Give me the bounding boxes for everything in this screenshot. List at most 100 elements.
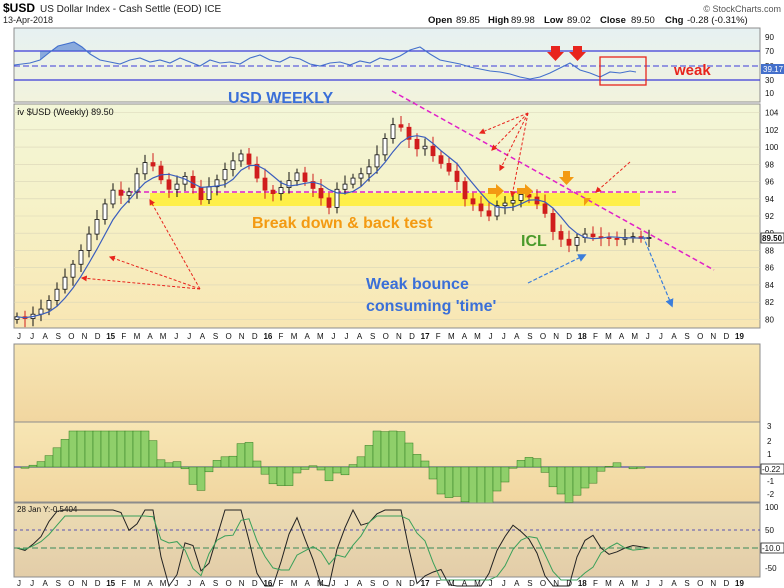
osc-tick-label: -50 <box>765 564 777 573</box>
macd-bar <box>292 466 302 474</box>
blank-panel-frame <box>13 343 761 423</box>
month-tick-top: O <box>383 332 389 341</box>
month-tick-top: D <box>95 332 101 341</box>
open-value: 89.85 <box>456 15 480 26</box>
month-tick-bottom: M <box>291 579 298 588</box>
month-tick-top: S <box>56 332 61 341</box>
month-tick-bottom: J <box>345 579 349 588</box>
macd-bar <box>204 466 214 473</box>
ohlc-readout: Open 89.85 High 89.98 Low 89.02 Close 89… <box>428 15 748 26</box>
breakdown-annotation: Break down & back test <box>252 215 433 232</box>
candle-body <box>438 155 444 164</box>
month-tick-top: N <box>396 332 402 341</box>
month-tick-bottom: O <box>68 579 74 588</box>
macd-bar <box>252 460 262 468</box>
price-last-value-box <box>760 232 784 244</box>
macd-bar <box>92 430 102 468</box>
macd-bar <box>636 466 646 469</box>
candle-body <box>278 187 284 194</box>
candle-body <box>150 162 156 167</box>
month-tick-top: S <box>684 332 689 341</box>
red-arrow-8 <box>595 161 631 193</box>
macd-bar <box>60 439 70 468</box>
month-tick-bottom: M <box>605 579 612 588</box>
month-tick-bottom: M <box>631 579 638 588</box>
month-tick-top: J <box>646 332 650 341</box>
macd-bar <box>588 466 598 484</box>
month-tick-top: A <box>200 332 206 341</box>
rsi-tick-label: 70 <box>765 47 774 56</box>
macd-bar <box>436 466 446 495</box>
close-value: 89.50 <box>631 15 655 26</box>
candle-body <box>110 189 116 205</box>
month-tick-bottom: S <box>56 579 61 588</box>
rsi-weak-box <box>599 56 647 86</box>
candle-body <box>318 188 324 199</box>
macd-bar <box>236 443 246 468</box>
red-arrow-5 <box>491 112 529 151</box>
oscillator-panel: 28 Jan Y:-0.5404 100500-50 -10.0 <box>13 502 784 588</box>
macd-bar <box>356 456 366 468</box>
month-tick-bottom: 19 <box>735 579 744 588</box>
macd-bar <box>284 466 294 486</box>
candle-body <box>558 231 564 240</box>
macd-bar <box>380 431 390 468</box>
macd-last-value-box <box>760 463 784 475</box>
macd-bar <box>308 465 318 468</box>
macd-bar <box>188 466 198 485</box>
candle-body <box>54 288 60 301</box>
month-tick-top: F <box>593 332 598 341</box>
month-tick-top: 18 <box>578 332 587 341</box>
chg-value: -0.28 (-0.31%) <box>687 15 748 26</box>
candle-body <box>542 203 548 214</box>
candle-body <box>366 166 372 175</box>
macd-bar <box>508 466 518 469</box>
macd-bar <box>196 466 206 491</box>
macd-bar <box>220 456 230 468</box>
month-tick-top: M <box>605 332 612 341</box>
macd-bar <box>44 455 54 468</box>
month-tick-bottom: J <box>502 579 506 588</box>
macd-bar <box>244 442 254 468</box>
month-tick-bottom: A <box>514 579 520 588</box>
month-tick-top: M <box>317 332 324 341</box>
macd-bar <box>556 466 566 495</box>
macd-tick-label: 2 <box>767 437 772 446</box>
price-tick-label: 82 <box>765 298 774 307</box>
macd-bar <box>84 430 94 468</box>
month-tick-top: A <box>357 332 363 341</box>
oscillator-panel-frame <box>13 502 761 578</box>
month-tick-top: D <box>409 332 415 341</box>
macd-panel: 3210-1-2 -0.22 <box>13 421 784 504</box>
candle-body <box>502 202 508 207</box>
macd-bar <box>20 466 30 469</box>
month-tick-bottom: 15 <box>106 579 115 588</box>
candle-body <box>406 126 412 140</box>
month-tick-bottom: M <box>317 579 324 588</box>
month-tick-top: M <box>631 332 638 341</box>
candle-body <box>390 124 396 139</box>
month-tick-top: N <box>710 332 716 341</box>
month-tick-top: F <box>121 332 126 341</box>
rsi-tick-label: 90 <box>765 33 774 42</box>
macd-bar <box>316 466 326 471</box>
candle-body <box>614 237 620 240</box>
month-tick-bottom: F <box>279 579 284 588</box>
macd-bar <box>532 458 542 468</box>
candle-body <box>326 197 332 208</box>
macd-tick-label: -2 <box>767 490 775 499</box>
orange-arrow-small <box>584 198 591 206</box>
month-tick-bottom: J <box>489 579 493 588</box>
month-tick-bottom: N <box>396 579 402 588</box>
usd-weekly-title: USD WEEKLY <box>228 90 334 107</box>
month-tick-top: A <box>462 332 468 341</box>
macd-bar <box>28 464 38 468</box>
macd-bar <box>572 466 582 496</box>
month-tick-top: D <box>566 332 572 341</box>
candle-body <box>470 198 476 205</box>
watermark: © StockCharts.com <box>703 4 781 14</box>
month-tick-bottom: 16 <box>263 579 272 588</box>
macd-tick-label: 1 <box>767 450 772 459</box>
month-tick-bottom: D <box>724 579 730 588</box>
month-tick-top: O <box>225 332 231 341</box>
